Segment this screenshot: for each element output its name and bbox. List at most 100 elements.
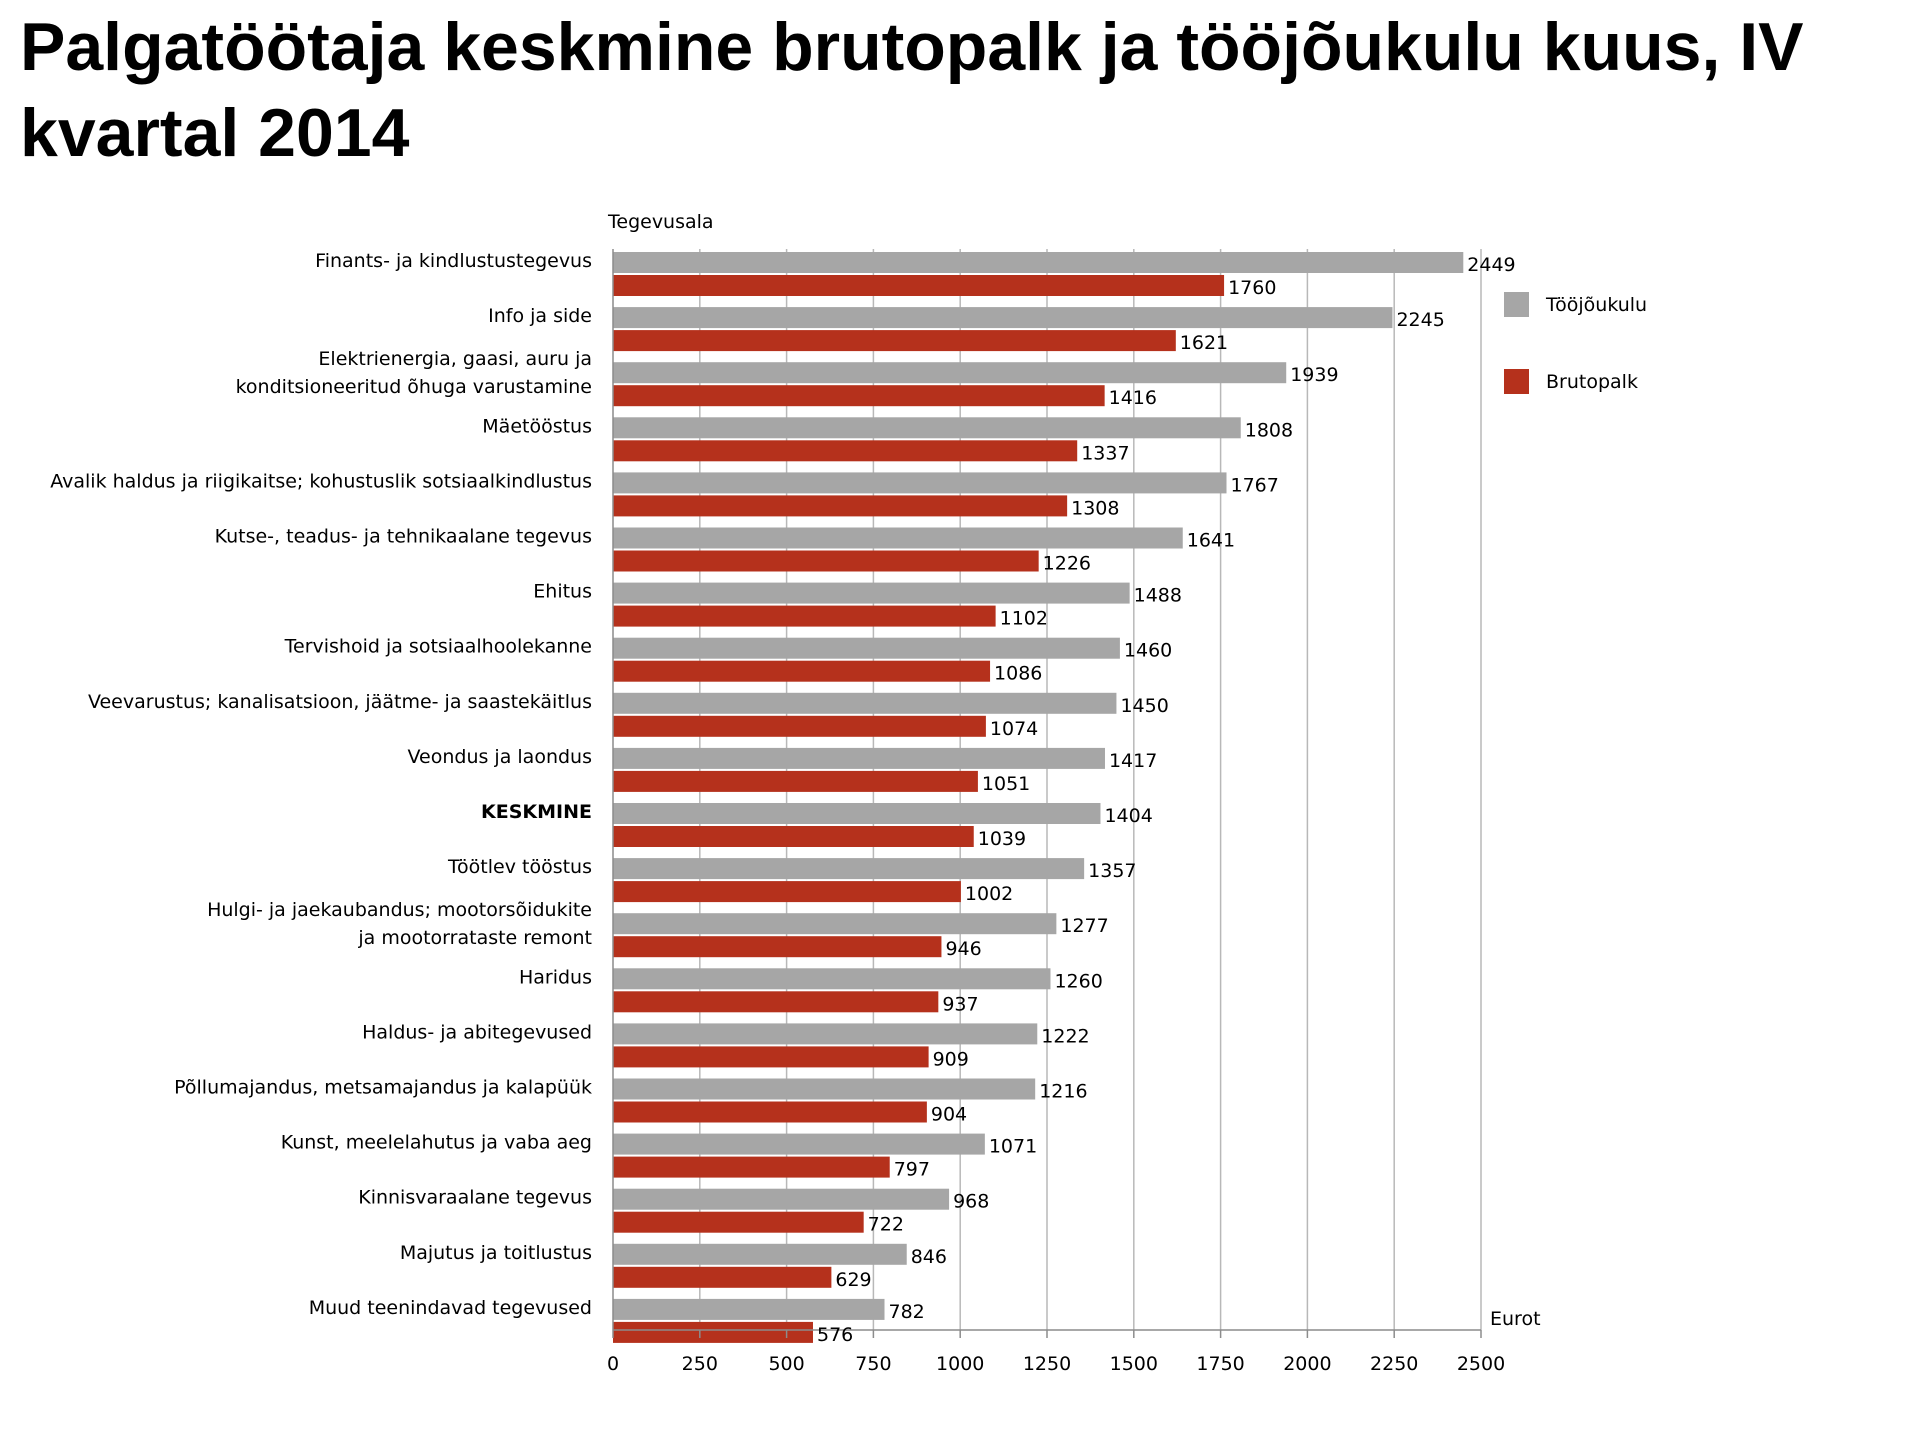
value-label-toojoukulu-13: 1260 [1054, 970, 1102, 992]
bar-brutopalk-14 [613, 1046, 929, 1068]
bar-toojoukulu-5 [613, 527, 1183, 549]
bar-brutopalk-12 [613, 936, 942, 958]
category-label-3: Mäetööstus [482, 415, 592, 437]
value-label-brutopalk-7: 1086 [994, 663, 1042, 685]
bar-brutopalk-6 [613, 605, 996, 627]
x-tick-label-750: 750 [855, 1353, 891, 1375]
bars [613, 252, 1464, 1343]
bar-brutopalk-3 [613, 440, 1078, 462]
bar-brutopalk-11 [613, 881, 961, 903]
bar-toojoukulu-15 [613, 1078, 1036, 1100]
value-label-toojoukulu-11: 1357 [1088, 860, 1136, 882]
bar-toojoukulu-11 [613, 858, 1085, 880]
bar-toojoukulu-8 [613, 692, 1117, 714]
bar-toojoukulu-6 [613, 582, 1130, 604]
category-label-10: KESKMINE [481, 801, 592, 823]
value-label-toojoukulu-4: 1767 [1231, 474, 1279, 496]
category-label-7: Tervishoid ja sotsiaalhoolekanne [284, 636, 592, 658]
x-axis-title: Eurot [1490, 1308, 1541, 1330]
x-tick-label-1000: 1000 [936, 1353, 984, 1375]
category-label-9: Veondus ja laondus [408, 746, 592, 768]
value-label-toojoukulu-7: 1460 [1124, 640, 1172, 662]
x-tick-label-2000: 2000 [1283, 1353, 1331, 1375]
value-label-toojoukulu-0: 2449 [1467, 254, 1515, 276]
bar-brutopalk-18 [613, 1266, 832, 1288]
x-tick-label-2500: 2500 [1457, 1353, 1505, 1375]
value-label-brutopalk-9: 1051 [982, 773, 1030, 795]
value-label-brutopalk-5: 1226 [1043, 553, 1091, 575]
value-label-brutopalk-19: 576 [817, 1324, 853, 1346]
bar-brutopalk-1 [613, 330, 1176, 352]
value-label-toojoukulu-17: 968 [953, 1191, 989, 1213]
bar-toojoukulu-9 [613, 747, 1105, 769]
value-label-toojoukulu-12: 1277 [1060, 915, 1108, 937]
x-tick-label-1500: 1500 [1110, 1353, 1158, 1375]
value-label-toojoukulu-6: 1488 [1134, 585, 1182, 607]
bar-toojoukulu-13 [613, 968, 1051, 990]
category-label-0: Finants- ja kindlustustegevus [315, 250, 592, 272]
value-label-toojoukulu-8: 1450 [1120, 695, 1168, 717]
value-label-brutopalk-10: 1039 [978, 828, 1026, 850]
value-label-toojoukulu-16: 1071 [989, 1136, 1037, 1158]
bar-brutopalk-15 [613, 1101, 927, 1123]
value-label-brutopalk-4: 1308 [1071, 497, 1119, 519]
value-label-toojoukulu-5: 1641 [1187, 530, 1235, 552]
bar-brutopalk-10 [613, 826, 974, 847]
legend-swatch-brutopalk [1504, 369, 1529, 394]
bar-toojoukulu-12 [613, 913, 1057, 935]
value-label-brutopalk-13: 937 [942, 993, 978, 1015]
category-label-8: Veevarustus; kanalisatsioon, jäätme- ja … [88, 691, 592, 713]
value-label-brutopalk-6: 1102 [1000, 608, 1048, 630]
bar-brutopalk-8 [613, 715, 986, 737]
bar-brutopalk-5 [613, 550, 1039, 572]
value-label-brutopalk-15: 904 [931, 1104, 967, 1126]
category-label-18: Majutus ja toitlustus [400, 1242, 592, 1264]
value-label-brutopalk-11: 1002 [965, 883, 1013, 905]
value-label-brutopalk-0: 1760 [1228, 277, 1276, 299]
x-tick-label-500: 500 [768, 1353, 804, 1375]
category-label-4: Avalik haldus ja riigikaitse; kohustusli… [50, 470, 592, 492]
category-label-11: Töötlev tööstus [447, 856, 592, 878]
category-label-1: Info ja side [488, 305, 592, 327]
category-label-6: Ehitus [533, 581, 592, 603]
bar-toojoukulu-3 [613, 417, 1241, 439]
category-label-13: Haridus [519, 966, 592, 988]
value-label-toojoukulu-10: 1404 [1104, 805, 1152, 827]
bar-toojoukulu-2 [613, 362, 1287, 384]
x-tick-label-1750: 1750 [1196, 1353, 1244, 1375]
value-label-brutopalk-1: 1621 [1180, 332, 1228, 354]
bar-toojoukulu-7 [613, 637, 1120, 659]
bar-brutopalk-7 [613, 660, 991, 682]
value-label-brutopalk-18: 629 [835, 1269, 871, 1291]
category-label-15: Põllumajandus, metsamajandus ja kalapüük [174, 1077, 592, 1099]
category-label-5: Kutse-, teadus- ja tehnikaalane tegevus [215, 526, 592, 548]
labels: 2449 1760 Finants- ja kindlustustegevus 224… [50, 250, 1515, 1346]
legend-label-brutopalk: Brutopalk [1546, 371, 1638, 393]
bar-toojoukulu-18 [613, 1243, 907, 1265]
value-label-brutopalk-3: 1337 [1081, 442, 1129, 464]
value-label-toojoukulu-1: 2245 [1396, 309, 1444, 331]
category-label-14: Haldus- ja abitegevused [362, 1021, 592, 1043]
legend-swatch-toojoukulu [1504, 292, 1529, 317]
value-label-brutopalk-12: 946 [945, 938, 981, 960]
category-label-2: Elektrienergia, gaasi, auru ja konditsion… [236, 348, 592, 398]
value-label-toojoukulu-15: 1216 [1039, 1081, 1087, 1103]
legend-label-toojoukulu: Tööjõukulu [1545, 294, 1647, 316]
bar-toojoukulu-19 [613, 1298, 885, 1320]
x-tick-label-2250: 2250 [1370, 1353, 1418, 1375]
x-tick-label-1250: 1250 [1023, 1353, 1071, 1375]
page-title: Palgatöötaja keskmine brutopalk ja tööjõ… [20, 9, 1804, 171]
value-label-brutopalk-17: 722 [868, 1214, 904, 1236]
category-label-17: Kinnisvaraalane tegevus [358, 1187, 592, 1209]
value-label-toojoukulu-2: 1939 [1290, 364, 1338, 386]
bar-brutopalk-13 [613, 991, 939, 1013]
bar-toojoukulu-17 [613, 1188, 950, 1210]
axes: 0 250 500 750 1000 1250 1500 1750 2000 2250 2500 Te… [607, 211, 1541, 1375]
bar-brutopalk-4 [613, 495, 1068, 517]
value-label-brutopalk-14: 909 [933, 1048, 969, 1070]
value-label-toojoukulu-3: 1808 [1245, 419, 1293, 441]
bar-brutopalk-9 [613, 770, 978, 792]
bar-toojoukulu-4 [613, 472, 1227, 494]
bar-toojoukulu-10 [613, 803, 1101, 824]
